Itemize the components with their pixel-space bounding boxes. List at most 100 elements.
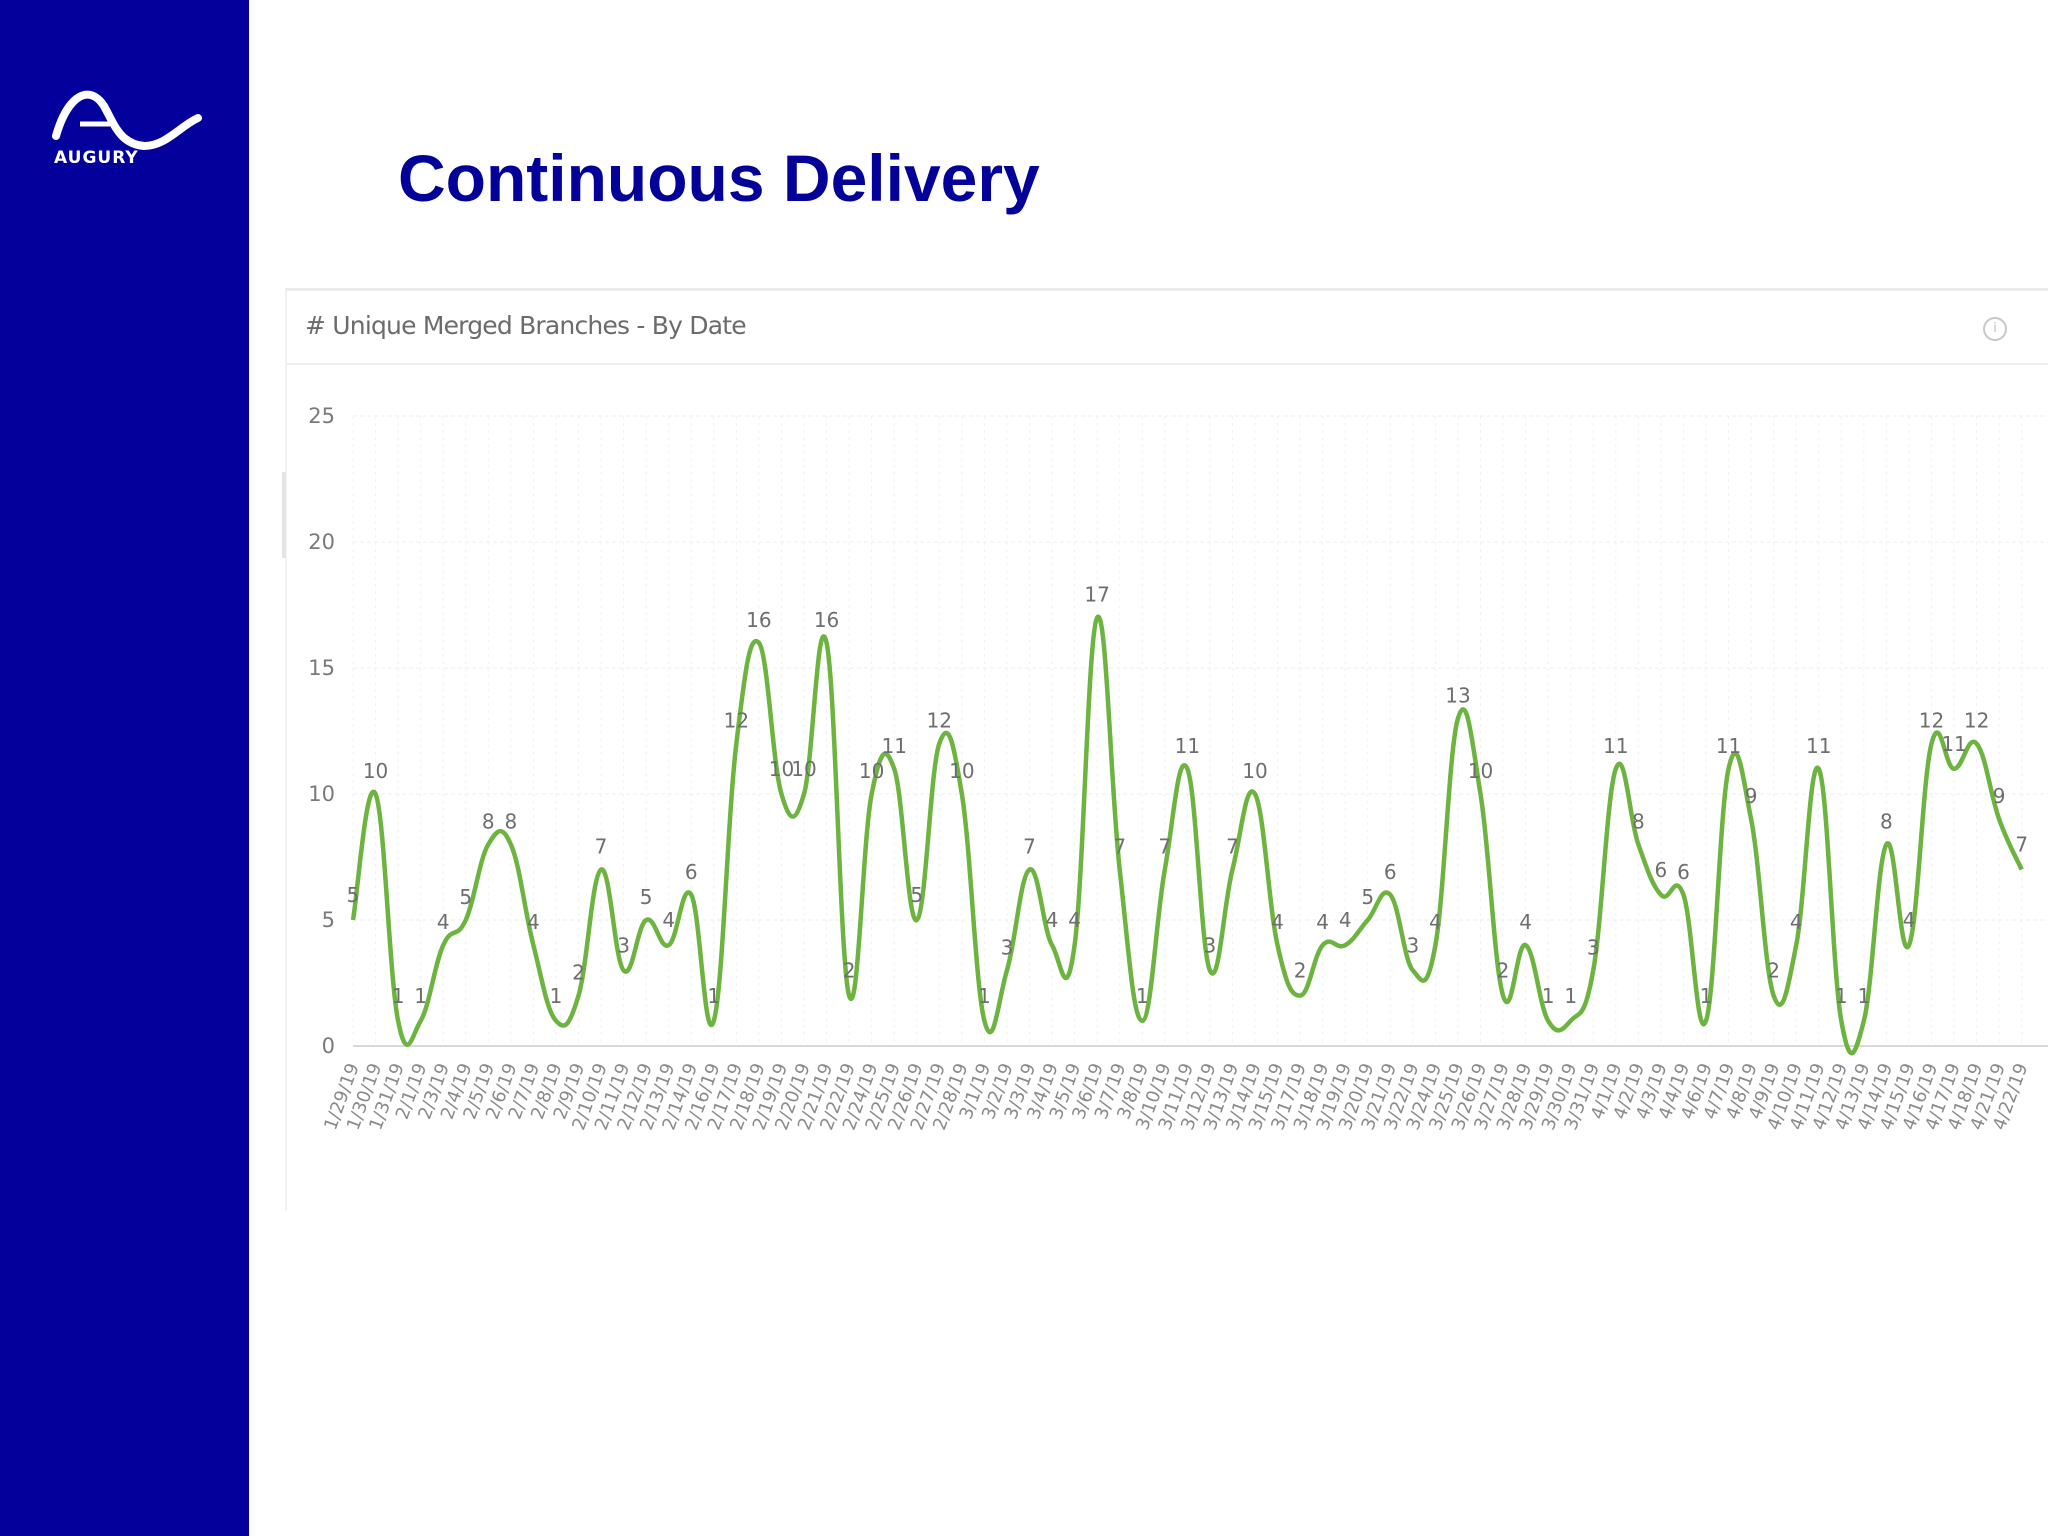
data-point bbox=[802, 792, 806, 796]
data-point bbox=[1862, 1019, 1866, 1023]
data-point bbox=[374, 792, 378, 796]
data-point bbox=[1794, 943, 1798, 947]
data-label: 3 bbox=[1001, 935, 1014, 959]
data-point bbox=[1817, 767, 1821, 771]
data-label: 3 bbox=[1204, 933, 1217, 957]
data-point bbox=[464, 918, 468, 922]
data-point bbox=[1636, 842, 1640, 846]
slide-title: Continuous Delivery bbox=[398, 141, 1040, 215]
data-label: 2 bbox=[572, 961, 585, 985]
data-label: 11 bbox=[1941, 732, 1966, 756]
chart-card: # Unique Merged Branches - By Date i bbox=[285, 288, 2048, 1211]
data-point bbox=[1118, 868, 1122, 872]
data-label: 8 bbox=[482, 809, 495, 833]
data-point bbox=[1749, 817, 1753, 821]
data-label: 1 bbox=[1136, 984, 1149, 1008]
data-label: 11 bbox=[1716, 734, 1741, 758]
data-point bbox=[1524, 943, 1528, 947]
data-label: 11 bbox=[1603, 734, 1628, 758]
data-point bbox=[1479, 792, 1483, 796]
data-label: 10 bbox=[1468, 759, 1493, 783]
data-point bbox=[1681, 893, 1685, 897]
data-point bbox=[577, 994, 581, 998]
data-point bbox=[1321, 943, 1325, 947]
data-point bbox=[1997, 817, 2001, 821]
data-point bbox=[1907, 943, 1911, 947]
data-label: 11 bbox=[1806, 734, 1831, 758]
data-point bbox=[1884, 842, 1888, 846]
data-point bbox=[915, 918, 919, 922]
data-label: 7 bbox=[1158, 835, 1171, 859]
data-point bbox=[757, 641, 761, 645]
data-label: 12 bbox=[1919, 709, 1944, 733]
data-label: 4 bbox=[1790, 910, 1803, 934]
data-label: 1 bbox=[414, 984, 427, 1008]
data-point bbox=[847, 994, 851, 998]
data-point bbox=[419, 1019, 423, 1023]
data-point bbox=[644, 918, 648, 922]
data-point bbox=[667, 943, 671, 947]
data-label: 11 bbox=[1175, 734, 1200, 758]
data-point bbox=[1433, 943, 1437, 947]
data-point bbox=[937, 742, 941, 746]
data-label: 10 bbox=[949, 759, 974, 783]
info-icon[interactable]: i bbox=[1983, 317, 2007, 341]
data-point bbox=[1591, 968, 1595, 972]
data-point bbox=[351, 918, 355, 922]
line-chart: 05101520251/29/191/30/191/31/192/1/192/3… bbox=[308, 404, 2048, 1133]
data-label: 4 bbox=[1271, 910, 1284, 934]
data-label: 17 bbox=[1084, 583, 1109, 607]
data-point bbox=[2020, 868, 2024, 872]
data-point bbox=[1930, 742, 1934, 746]
data-point bbox=[712, 1019, 716, 1023]
data-point bbox=[1185, 767, 1189, 771]
data-point bbox=[1839, 1019, 1843, 1023]
data-label: 2 bbox=[1294, 959, 1307, 983]
data-label: 8 bbox=[1632, 809, 1645, 833]
data-point bbox=[1501, 994, 1505, 998]
data-label: 6 bbox=[685, 860, 698, 884]
data-label: 10 bbox=[769, 757, 794, 781]
y-tick-label: 5 bbox=[322, 908, 335, 932]
data-point bbox=[396, 1019, 400, 1023]
data-point bbox=[1163, 868, 1167, 872]
data-label: 1 bbox=[978, 984, 991, 1008]
data-point bbox=[982, 1019, 986, 1023]
data-point bbox=[1456, 716, 1460, 720]
data-point bbox=[1614, 767, 1618, 771]
data-point bbox=[441, 943, 445, 947]
data-point bbox=[1727, 767, 1731, 771]
scroll-handle[interactable] bbox=[282, 472, 286, 558]
y-tick-label: 15 bbox=[308, 656, 335, 680]
data-point bbox=[1253, 792, 1257, 796]
data-point bbox=[960, 792, 964, 796]
data-label: 4 bbox=[1339, 908, 1352, 932]
y-tick-label: 20 bbox=[308, 530, 335, 554]
data-point bbox=[1975, 742, 1979, 746]
data-label: 10 bbox=[791, 757, 816, 781]
data-label: 10 bbox=[1242, 759, 1267, 783]
chart-header: # Unique Merged Branches - By Date i bbox=[287, 291, 2048, 365]
data-label: 4 bbox=[1519, 910, 1532, 934]
data-label: 1 bbox=[550, 984, 563, 1008]
data-label: 3 bbox=[1406, 933, 1419, 957]
data-point bbox=[870, 792, 874, 796]
data-label: 4 bbox=[1429, 910, 1442, 934]
data-label: 6 bbox=[1677, 860, 1690, 884]
data-label: 10 bbox=[363, 759, 388, 783]
data-point bbox=[689, 893, 693, 897]
data-point bbox=[779, 792, 783, 796]
data-label: 6 bbox=[1384, 860, 1397, 884]
sidebar: AUGURY bbox=[0, 0, 249, 1536]
wave-logo-icon bbox=[52, 90, 202, 151]
data-label: 7 bbox=[1023, 835, 1036, 859]
data-label: 1 bbox=[1542, 984, 1555, 1008]
data-label: 4 bbox=[1068, 908, 1081, 932]
augury-logo: AUGURY bbox=[48, 84, 208, 174]
data-label: 6 bbox=[1655, 858, 1668, 882]
data-label: 2 bbox=[843, 959, 856, 983]
data-point bbox=[1411, 968, 1415, 972]
data-label: 11 bbox=[881, 734, 906, 758]
data-label: 5 bbox=[1361, 885, 1374, 909]
data-label: 5 bbox=[347, 883, 360, 907]
